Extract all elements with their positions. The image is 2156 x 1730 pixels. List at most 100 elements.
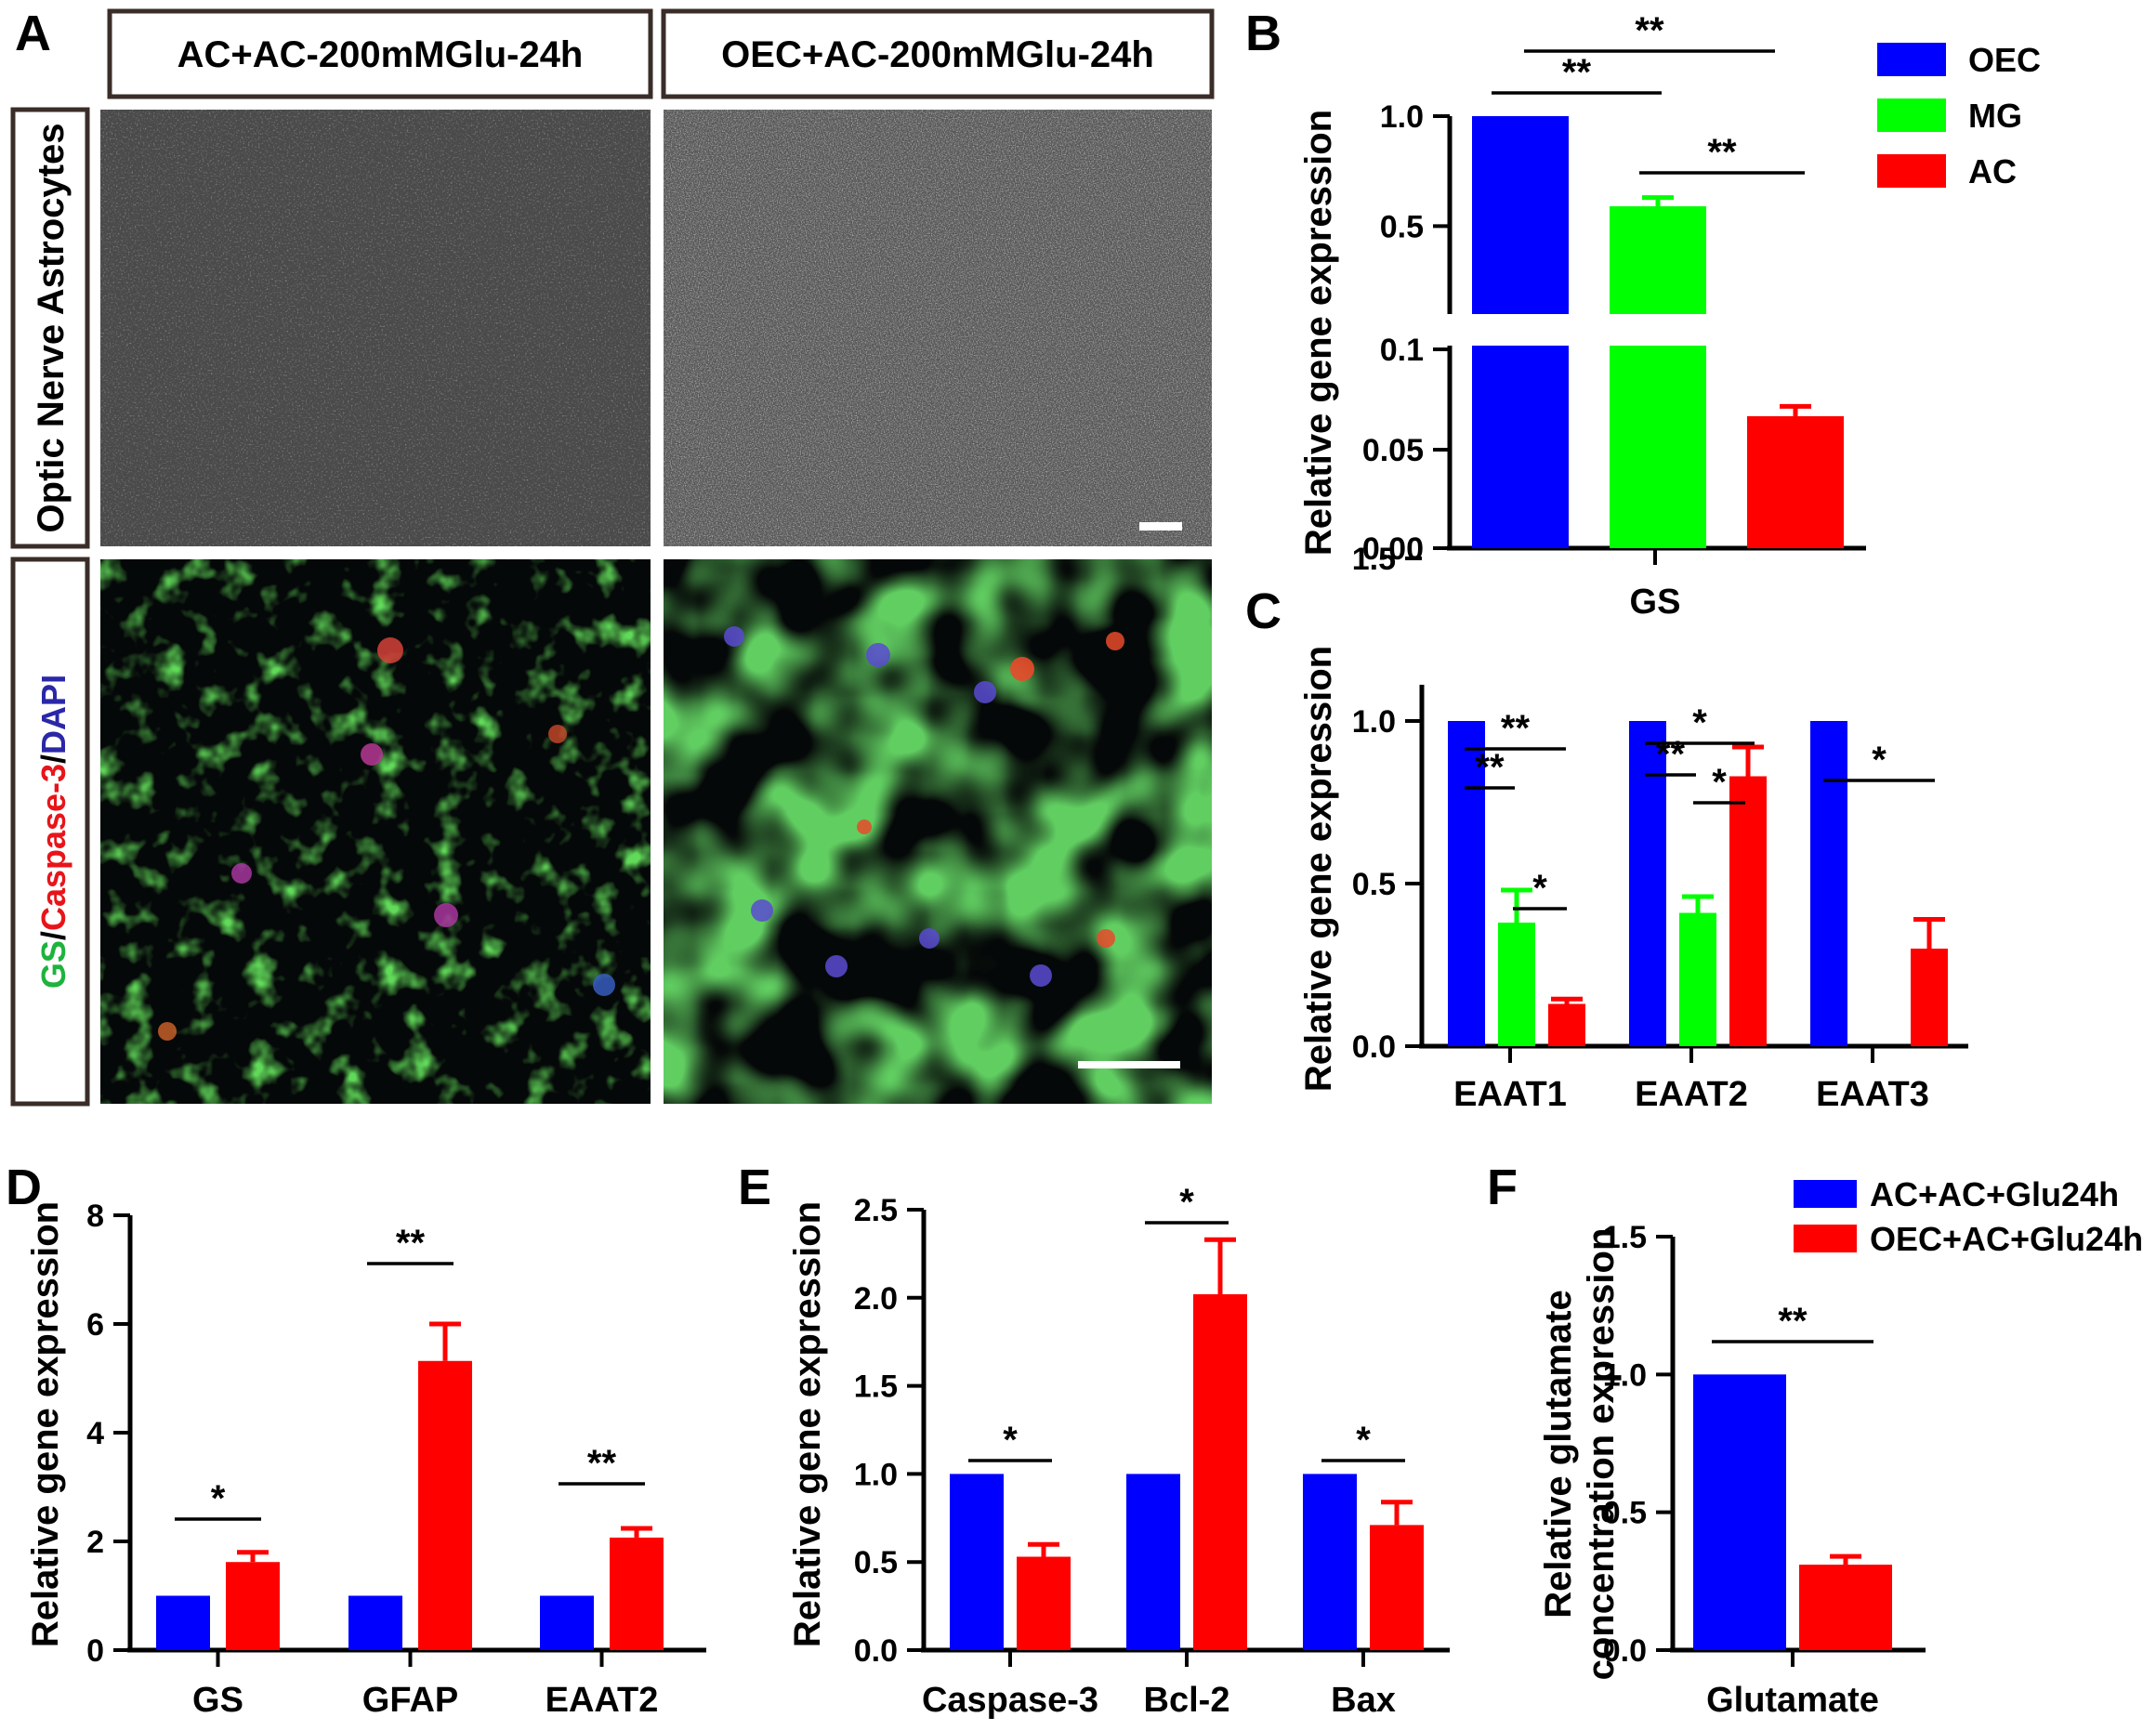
column-header-1: AC+AC-200mMGlu-24h <box>177 34 584 75</box>
chart-f-ylabel-line1: Relative glutamate <box>1538 1290 1579 1618</box>
chart-b-tick-label: 1.0 <box>1380 99 1424 135</box>
chart-b-legend-label-ac: AC <box>1968 152 2017 190</box>
chart-d-tick-label: 6 <box>86 1307 104 1343</box>
chart-b-legend-label-oec: OEC <box>1968 41 2041 79</box>
panel-b-label: B <box>1245 6 1282 61</box>
chart-f-bar-ac-ac <box>1693 1374 1786 1650</box>
micrograph-fluorescence-ac <box>100 559 651 1104</box>
chart-b-sig-oec-mg-label: ** <box>1562 52 1592 93</box>
chart-c-tick-label: 1.5 <box>1352 542 1396 577</box>
chart-d-ylabel: Relative gene expression <box>25 1201 66 1647</box>
chart-b-ylabel: Relative gene expression <box>1298 110 1339 556</box>
chart-e-tick-label: 1.5 <box>854 1370 898 1405</box>
chart-d-category-label: GS <box>192 1681 243 1720</box>
chart-b-category-label: GS <box>1630 583 1681 622</box>
chart-c-bar-eaat3-ac <box>1911 949 1948 1046</box>
chart-b-legend-swatch-oec <box>1877 43 1946 76</box>
panel-d-label: D <box>6 1160 42 1215</box>
chart-d-sig-label: ** <box>396 1223 426 1264</box>
chart-f-legend-swatch <box>1794 1225 1857 1252</box>
column-header-box-2 <box>661 8 1215 99</box>
chart-b-sig-mg-ac-label: ** <box>1707 132 1737 173</box>
chart-d-gene-expression: Relative gene expression 0 2 4 6 8 GS * GFAP ** E… <box>25 1199 706 1720</box>
chart-c-category-eaat1: EAAT1 <box>1453 1075 1567 1114</box>
chart-c-bar-eaat2-mg <box>1679 912 1716 1046</box>
chart-c-category-eaat2: EAAT2 <box>1635 1075 1748 1114</box>
chart-c-sig-eaat2-label: ** <box>1656 734 1686 775</box>
chart-e-ylabel: Relative gene expression <box>787 1201 828 1647</box>
chart-d-bar-oec-ac <box>610 1537 664 1650</box>
chart-b-tick-label: 0.5 <box>1380 209 1424 244</box>
chart-e-apoptosis-expression: Relative gene expression 0.0 0.5 1.0 1.5 2.0… <box>787 1182 1450 1720</box>
chart-e-tick-label: 2.5 <box>854 1193 898 1228</box>
chart-e-tick-label: 0.0 <box>854 1633 898 1669</box>
row-label-bottom: GS/Caspase-3/DAPI <box>34 675 72 989</box>
chart-d-bar-oec-ac <box>418 1360 472 1650</box>
chart-d-tick-label: 2 <box>86 1525 104 1560</box>
panel-a-label: A <box>15 6 51 61</box>
column-header-2: OEC+AC-200mMGlu-24h <box>721 34 1154 75</box>
chart-e-bar-oec-ac <box>1017 1556 1071 1650</box>
chart-e-category-label: Caspase-3 <box>922 1681 1098 1720</box>
chart-c-tick-label: 1.0 <box>1352 704 1396 740</box>
chart-b-bar-oec-upper <box>1472 116 1569 314</box>
chart-f-tick-label: 0.5 <box>1603 1496 1647 1531</box>
column-header-box-1 <box>107 8 653 99</box>
chart-e-sig-label: * <box>1003 1420 1018 1461</box>
micrograph-phase-oec <box>664 110 1212 546</box>
chart-b-legend: OEC MG AC <box>1877 41 2041 190</box>
chart-d-sig-label: ** <box>587 1443 617 1484</box>
chart-b-bar-mg-lower <box>1610 346 1706 548</box>
chart-c-ylabel: Relative gene expression <box>1298 646 1339 1092</box>
chart-f-tick-label: 0.0 <box>1603 1633 1647 1669</box>
chart-e-category-label: Bcl-2 <box>1144 1681 1230 1720</box>
micrograph-phase-ac <box>100 110 651 546</box>
chart-b-bar-ac <box>1747 415 1844 548</box>
chart-c-sig-eaat1-label: * <box>1532 868 1547 909</box>
chart-c-category-eaat3: EAAT3 <box>1816 1075 1929 1114</box>
chart-c-sig-eaat2-label: * <box>1712 762 1727 803</box>
chart-f-ylabel-line2: concentration expression <box>1581 1228 1622 1681</box>
chart-e-tick-label: 2.0 <box>854 1281 898 1317</box>
chart-c-tick-label: 0.5 <box>1352 867 1396 902</box>
chart-b-sig-oec-ac-label: ** <box>1635 10 1664 51</box>
chart-c-sig-eaat3-label: * <box>1872 740 1886 780</box>
scale-bar <box>1078 1061 1180 1068</box>
chart-b-legend-swatch-mg <box>1877 98 1946 132</box>
chart-c-sig-eaat1-label: ** <box>1501 708 1531 749</box>
chart-f-legend-label: AC+AC+Glu24h <box>1870 1175 2119 1213</box>
panel-f-label: F <box>1487 1160 1518 1215</box>
chart-d-bar-ac-ac <box>540 1595 594 1650</box>
chart-e-bar-oec-ac <box>1193 1294 1247 1650</box>
chart-c-bar-eaat1-oec <box>1448 721 1485 1046</box>
chart-d-category-label: EAAT2 <box>546 1681 659 1720</box>
chart-c-bar-eaat2-ac <box>1729 776 1767 1046</box>
chart-d-sig-label: * <box>211 1478 226 1519</box>
chart-c-bar-eaat1-mg <box>1498 923 1535 1046</box>
chart-e-bar-ac-ac <box>1303 1474 1357 1650</box>
scale-bar <box>1139 522 1182 531</box>
chart-b-legend-swatch-ac <box>1877 154 1946 188</box>
chart-e-tick-label: 1.0 <box>854 1457 898 1492</box>
chart-f-glutamate: Relative glutamate concentration express… <box>1538 1175 2143 1720</box>
panel-c-label: C <box>1245 583 1282 639</box>
stain-separator: / <box>34 754 72 764</box>
chart-b-gs-expression: Relative gene expression 0.00 0.05 0.1 0.5 1… <box>1298 10 2041 622</box>
chart-d-bar-oec-ac <box>226 1562 280 1650</box>
chart-d-tick-label: 0 <box>86 1633 104 1669</box>
chart-f-legend-label: OEC+AC+Glu24h <box>1870 1220 2143 1258</box>
chart-d-tick-label: 4 <box>86 1416 104 1451</box>
row-label-box-bottom <box>10 557 90 1107</box>
stain-dapi: DAPI <box>34 675 72 754</box>
chart-c-eaat-expression: Relative gene expression 0.0 0.5 1.0 1.5 EAA… <box>1298 542 1968 1114</box>
chart-c-tick-label: 0.0 <box>1352 1029 1396 1065</box>
chart-e-tick-label: 0.5 <box>854 1545 898 1580</box>
chart-d-bar-ac-ac <box>348 1595 402 1650</box>
chart-e-category-label: Bax <box>1331 1681 1396 1720</box>
chart-c-bar-eaat1-ac <box>1548 1003 1585 1046</box>
chart-e-bar-ac-ac <box>950 1474 1004 1650</box>
chart-f-category-label: Glutamate <box>1706 1681 1879 1720</box>
panel-a-micrographs: A AC+AC-200mMGlu-24h OEC+AC-200mMGlu-24h… <box>10 6 1215 1107</box>
chart-e-sig-label: * <box>1356 1420 1371 1461</box>
stain-gs: GS <box>34 940 72 989</box>
